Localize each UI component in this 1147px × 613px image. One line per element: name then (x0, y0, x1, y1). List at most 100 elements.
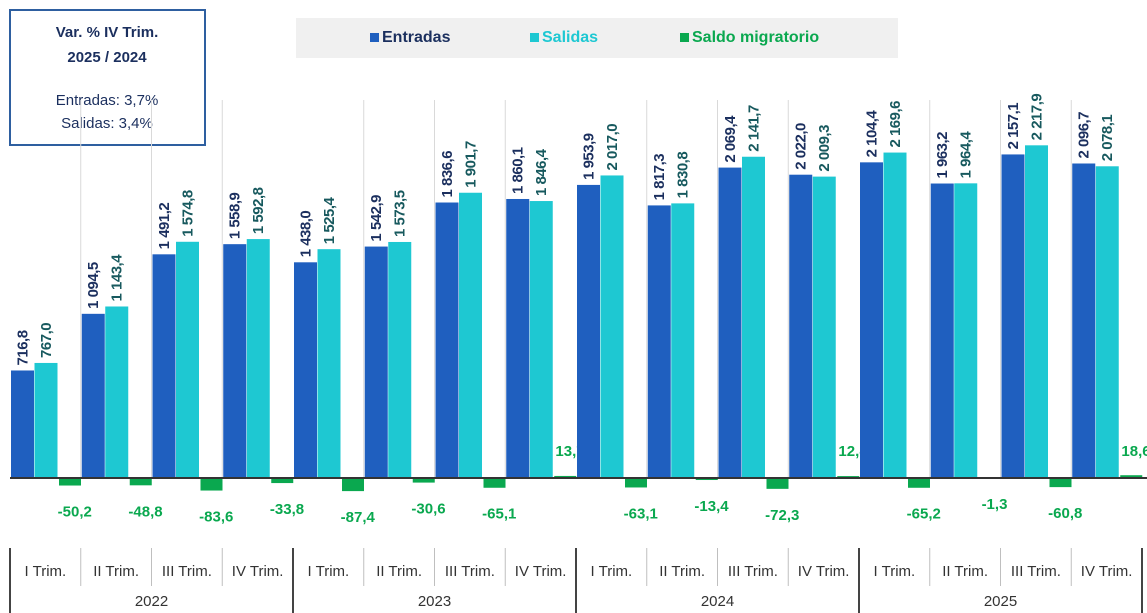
bar (1001, 154, 1025, 478)
value-label: 1 953,9 (580, 133, 597, 180)
bar (600, 175, 624, 478)
bar (529, 201, 553, 479)
value-label: -65,1 (482, 506, 516, 523)
value-label: 2 022,0 (793, 123, 810, 170)
info-line: Salidas: 3,4% (61, 115, 153, 132)
x-tick-label: IV Trim. (1081, 563, 1133, 580)
bar (789, 174, 813, 478)
value-label: 2 157,1 (1005, 103, 1022, 150)
bar (718, 167, 742, 478)
value-label: -87,4 (341, 509, 376, 526)
bar (435, 202, 459, 478)
bar (459, 192, 482, 478)
info-box (9, 9, 206, 146)
year-label: 2023 (418, 593, 451, 610)
x-tick-label: I Trim. (25, 563, 67, 580)
value-label: 1 542,9 (368, 195, 385, 242)
bar (647, 205, 671, 478)
value-label: -13,4 (694, 498, 729, 515)
value-label: 2 069,4 (722, 115, 739, 163)
legend-swatch (370, 33, 379, 42)
x-tick-label: IV Trim. (515, 563, 567, 580)
bar (1072, 163, 1096, 478)
bar (342, 478, 364, 492)
value-label: -1,3 (982, 496, 1008, 513)
year-label: 2024 (701, 593, 734, 610)
value-label: 1 574,8 (179, 190, 196, 237)
value-label: 2 217,9 (1028, 94, 1045, 141)
bar (129, 478, 152, 486)
bar (271, 478, 294, 484)
value-label: -48,8 (128, 503, 162, 520)
bar (1120, 475, 1143, 478)
x-tick-label: III Trim. (162, 563, 212, 580)
bar (1095, 166, 1119, 478)
bar (954, 183, 978, 478)
bar (506, 198, 530, 479)
legend-label: Salidas (542, 29, 598, 46)
bar (11, 370, 34, 478)
bar (59, 478, 81, 486)
value-label: 1 817,3 (651, 154, 668, 201)
value-label: -83,6 (199, 509, 233, 526)
bar (812, 176, 836, 479)
value-label: 1 846,4 (533, 148, 550, 196)
value-label: 1 836,6 (439, 151, 456, 198)
value-label: 2 096,7 (1076, 112, 1093, 159)
value-label: 1 963,2 (934, 132, 951, 179)
value-label: -63,1 (624, 505, 658, 522)
bar (105, 306, 129, 478)
value-label: 1 573,5 (392, 190, 409, 237)
x-tick-label: III Trim. (445, 563, 495, 580)
info-subtitle: 2025 / 2024 (67, 49, 147, 66)
bar (200, 478, 223, 491)
value-label: 2 078,1 (1099, 115, 1116, 162)
value-label: -30,6 (411, 501, 445, 518)
value-label: 1 438,0 (297, 211, 314, 258)
bar (152, 254, 176, 478)
legend-background (296, 18, 898, 58)
value-label: 2 141,7 (745, 105, 762, 152)
value-label: -65,2 (907, 506, 941, 523)
legend-swatch (530, 33, 539, 42)
x-tick-label: II Trim. (376, 563, 422, 580)
bar (317, 249, 341, 478)
info-title: Var. % IV Trim. (56, 24, 159, 41)
bar (81, 313, 105, 478)
bar (34, 362, 58, 478)
value-label: -72,3 (765, 507, 799, 524)
x-tick-label: I Trim. (308, 563, 350, 580)
x-tick-label: II Trim. (942, 563, 988, 580)
x-tick-label: I Trim. (874, 563, 916, 580)
bar (223, 244, 247, 478)
bar (412, 478, 435, 483)
value-label: -33,8 (270, 501, 304, 518)
value-label: 1 830,8 (675, 152, 692, 199)
bar (1049, 478, 1072, 488)
year-label: 2025 (984, 593, 1017, 610)
x-tick-label: III Trim. (728, 563, 778, 580)
value-label: 1 964,4 (958, 131, 975, 179)
bar (577, 184, 600, 479)
value-label: 2 169,6 (887, 101, 904, 148)
bar (364, 246, 388, 478)
bar (554, 475, 577, 478)
bar (176, 241, 199, 478)
bar (742, 156, 765, 478)
x-tick-label: II Trim. (659, 563, 705, 580)
x-tick-label: III Trim. (1011, 563, 1061, 580)
x-tick-label: IV Trim. (798, 563, 850, 580)
value-label: -50,2 (58, 503, 92, 520)
value-label: 1 094,5 (85, 262, 102, 309)
bar (483, 478, 506, 488)
x-tick-label: IV Trim. (232, 563, 284, 580)
bar (766, 478, 789, 489)
value-label: 1 592,8 (250, 187, 267, 234)
bar (671, 203, 695, 478)
info-line: Entradas: 3,7% (56, 92, 159, 109)
value-label: 2 009,3 (816, 125, 833, 172)
bar (1025, 145, 1048, 478)
value-label: 18,6 (1121, 443, 1147, 460)
value-label: 716,8 (14, 330, 31, 365)
